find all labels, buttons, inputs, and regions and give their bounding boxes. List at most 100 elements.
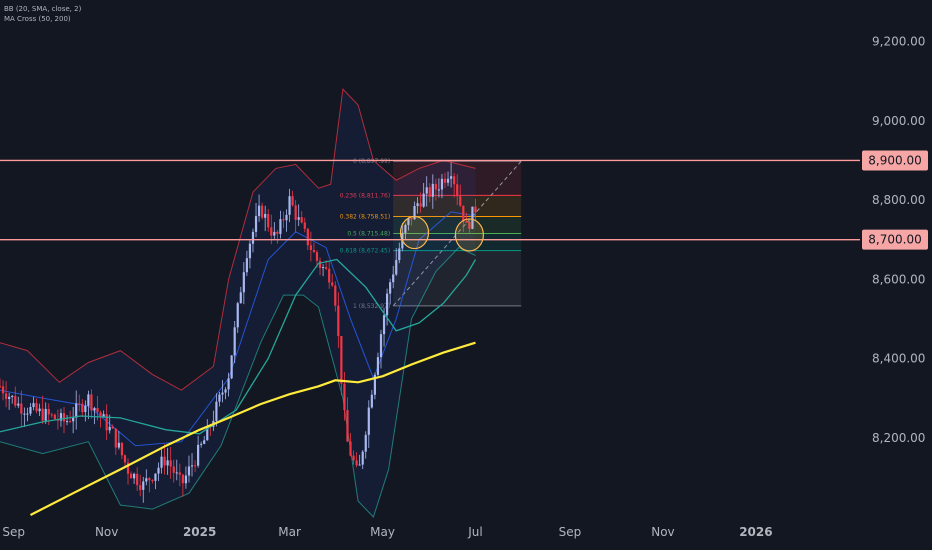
candle-body bbox=[273, 231, 276, 236]
candle-body bbox=[343, 383, 346, 411]
fib-retracement[interactable]: 0 (8,897.99) 0.236 (8,811.76) 0.382 (8,758… bbox=[340, 158, 522, 310]
candle-body bbox=[133, 473, 136, 479]
candle-body bbox=[385, 293, 389, 316]
candle-body bbox=[233, 327, 236, 356]
candle-body bbox=[154, 473, 157, 481]
candle-body bbox=[81, 403, 84, 413]
candle-body bbox=[367, 407, 370, 435]
candle-body bbox=[474, 206, 477, 213]
candle-body bbox=[227, 378, 230, 390]
candle-body bbox=[236, 303, 239, 328]
ma-50-line bbox=[0, 258, 477, 435]
candle-body bbox=[413, 206, 416, 220]
candle-body bbox=[337, 305, 340, 337]
candle-body bbox=[14, 395, 17, 406]
candle-body bbox=[306, 228, 309, 246]
candle-body bbox=[120, 442, 124, 456]
candle-body bbox=[53, 414, 56, 419]
horizontal-levels[interactable]: 8,900.00 8,700.00 bbox=[0, 150, 928, 250]
level-label-bg bbox=[862, 150, 928, 171]
candle-body bbox=[468, 221, 471, 229]
candle-body bbox=[446, 178, 450, 183]
candle-body bbox=[242, 272, 245, 293]
legend-bb[interactable]: BB (20, SMA, close, 2) bbox=[4, 5, 82, 13]
candle-body bbox=[288, 196, 291, 215]
candle-body bbox=[416, 203, 419, 207]
candle-body bbox=[136, 473, 139, 486]
candle-body bbox=[428, 187, 431, 197]
legend-ma-cross[interactable]: MA Cross (50, 200) bbox=[4, 15, 71, 23]
candle-body bbox=[373, 374, 376, 395]
candle-body bbox=[440, 178, 444, 190]
candle-body bbox=[96, 407, 99, 413]
time-axis[interactable]: Sep Nov 2025 Mar May Jul Sep Nov 2026 bbox=[2, 525, 772, 539]
candle-body bbox=[69, 421, 72, 423]
candle-body bbox=[328, 268, 331, 283]
candle-body bbox=[334, 285, 337, 306]
candle-body bbox=[0, 386, 2, 388]
candle-body bbox=[285, 214, 288, 221]
y-tick-label: 8,400.00 bbox=[872, 352, 925, 366]
candle-body bbox=[379, 334, 383, 358]
candle-body bbox=[175, 472, 178, 474]
candle-body bbox=[230, 355, 233, 379]
candle-body bbox=[392, 274, 395, 283]
candle-body bbox=[309, 245, 312, 251]
candle-body bbox=[90, 394, 93, 411]
candle-body bbox=[358, 464, 361, 466]
bb-lower-line bbox=[0, 246, 476, 518]
candle-body bbox=[62, 413, 66, 422]
candle-body bbox=[395, 260, 398, 275]
y-tick-label: 9,200.00 bbox=[872, 35, 925, 49]
candle-body bbox=[20, 403, 23, 414]
candle-body bbox=[370, 394, 373, 408]
candle-body bbox=[84, 405, 87, 413]
fib-level-label: 1 (8,532.97) bbox=[353, 303, 390, 310]
candle-body bbox=[23, 413, 26, 415]
candle-body bbox=[340, 336, 343, 384]
candle-body bbox=[126, 462, 130, 474]
candle-body bbox=[102, 414, 105, 417]
candle-body bbox=[123, 455, 127, 463]
candle-body bbox=[321, 267, 325, 269]
candle-body bbox=[312, 250, 316, 253]
candle-body bbox=[47, 408, 50, 415]
candle-body bbox=[410, 218, 413, 220]
candle-body bbox=[267, 213, 270, 228]
candle-body bbox=[449, 176, 453, 179]
candle-body bbox=[264, 213, 267, 218]
candle-body bbox=[398, 248, 401, 261]
candle-body bbox=[239, 292, 242, 304]
candle-body bbox=[29, 407, 32, 414]
candle-body bbox=[248, 243, 252, 259]
y-tick-label: 8,600.00 bbox=[872, 272, 925, 286]
candle-body bbox=[282, 219, 285, 221]
candle-body bbox=[4, 393, 8, 400]
candle-body bbox=[193, 465, 197, 467]
x-tick-label: 2025 bbox=[183, 525, 216, 539]
y-tick-label: 8,200.00 bbox=[872, 431, 925, 445]
candle-body bbox=[291, 196, 294, 206]
support-highlight-circle bbox=[454, 218, 484, 252]
candle-body bbox=[114, 428, 117, 448]
candle-body bbox=[279, 219, 282, 234]
level-price-label: 8,700.00 bbox=[868, 233, 921, 247]
candle-body bbox=[157, 467, 160, 474]
highlight-circles bbox=[399, 215, 484, 252]
candle-body bbox=[443, 178, 447, 183]
candle-body bbox=[422, 193, 425, 207]
candle-body bbox=[190, 465, 194, 467]
candle-body bbox=[142, 481, 145, 490]
candle-body bbox=[297, 217, 300, 220]
price-axis[interactable]: 9,200.00 9,000.00 8,800.00 8,600.00 8,400.00… bbox=[872, 35, 925, 445]
candle-body bbox=[99, 412, 102, 417]
candle-body bbox=[41, 408, 44, 421]
candle-body bbox=[17, 403, 20, 406]
candle-body bbox=[75, 403, 78, 418]
fib-level-label: 0.236 (8,811.76) bbox=[340, 192, 390, 199]
candle-body bbox=[215, 401, 218, 421]
candle-body bbox=[50, 414, 53, 416]
candle-body bbox=[221, 392, 224, 395]
